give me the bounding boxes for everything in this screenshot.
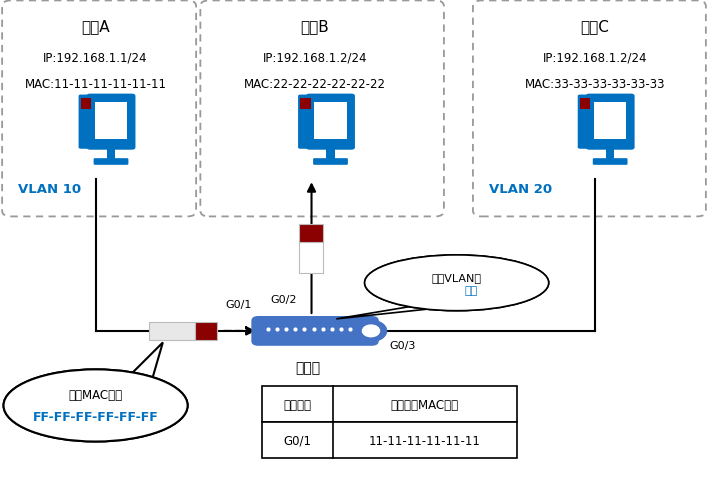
Text: 相同VLAN内: 相同VLAN内 bbox=[432, 273, 481, 282]
Text: MAC:22-22-22-22-22-22: MAC:22-22-22-22-22-22 bbox=[244, 77, 386, 91]
Ellipse shape bbox=[365, 255, 549, 311]
Text: VLAN 20: VLAN 20 bbox=[489, 183, 552, 196]
Text: 交换机: 交换机 bbox=[295, 360, 321, 374]
FancyBboxPatch shape bbox=[594, 103, 627, 140]
Text: 端口编号: 端口编号 bbox=[283, 398, 312, 411]
FancyBboxPatch shape bbox=[95, 103, 127, 140]
FancyBboxPatch shape bbox=[251, 316, 379, 346]
FancyBboxPatch shape bbox=[262, 422, 517, 458]
Ellipse shape bbox=[4, 370, 188, 442]
FancyBboxPatch shape bbox=[313, 159, 348, 166]
Text: MAC:33-33-33-33-33-33: MAC:33-33-33-33-33-33 bbox=[525, 77, 665, 91]
Text: 广播: 广播 bbox=[464, 285, 477, 295]
FancyBboxPatch shape bbox=[299, 224, 323, 242]
FancyBboxPatch shape bbox=[578, 96, 593, 149]
FancyBboxPatch shape bbox=[298, 96, 313, 149]
Text: MAC:11-11-11-11-11-11: MAC:11-11-11-11-11-11 bbox=[25, 77, 166, 91]
Text: 对端设备MAC地址: 对端设备MAC地址 bbox=[391, 398, 459, 411]
Circle shape bbox=[362, 325, 379, 337]
Text: G0/1: G0/1 bbox=[283, 434, 312, 447]
FancyBboxPatch shape bbox=[586, 95, 634, 150]
Text: G0/2: G0/2 bbox=[271, 295, 297, 305]
Polygon shape bbox=[336, 306, 435, 319]
Text: G0/1: G0/1 bbox=[225, 300, 251, 310]
Text: G0/3: G0/3 bbox=[389, 341, 416, 350]
FancyBboxPatch shape bbox=[299, 242, 323, 274]
FancyBboxPatch shape bbox=[593, 159, 627, 166]
FancyBboxPatch shape bbox=[107, 148, 115, 160]
Polygon shape bbox=[131, 343, 163, 379]
Text: 目的MAC地址: 目的MAC地址 bbox=[69, 388, 122, 402]
FancyBboxPatch shape bbox=[86, 95, 135, 150]
Text: 主机B: 主机B bbox=[301, 19, 329, 34]
Ellipse shape bbox=[365, 255, 549, 311]
FancyBboxPatch shape bbox=[300, 99, 311, 110]
Text: FF-FF-FF-FF-FF-FF: FF-FF-FF-FF-FF-FF bbox=[33, 409, 159, 423]
FancyBboxPatch shape bbox=[314, 103, 347, 140]
FancyBboxPatch shape bbox=[81, 99, 91, 110]
Circle shape bbox=[355, 321, 387, 342]
FancyBboxPatch shape bbox=[79, 96, 93, 149]
FancyBboxPatch shape bbox=[262, 386, 517, 422]
FancyBboxPatch shape bbox=[195, 322, 217, 340]
Text: IP:192.168.1.2/24: IP:192.168.1.2/24 bbox=[263, 51, 367, 64]
Text: 主机A: 主机A bbox=[81, 19, 110, 34]
Text: 主机C: 主机C bbox=[581, 19, 609, 34]
Text: IP:192.168.1.1/24: IP:192.168.1.1/24 bbox=[43, 51, 148, 64]
FancyBboxPatch shape bbox=[149, 322, 195, 340]
FancyBboxPatch shape bbox=[326, 148, 335, 160]
FancyBboxPatch shape bbox=[606, 148, 615, 160]
FancyBboxPatch shape bbox=[306, 95, 355, 150]
Text: VLAN 10: VLAN 10 bbox=[18, 183, 81, 196]
Ellipse shape bbox=[4, 370, 188, 442]
Text: IP:192.168.1.2/24: IP:192.168.1.2/24 bbox=[542, 51, 647, 64]
FancyBboxPatch shape bbox=[580, 99, 590, 110]
Text: 11-11-11-11-11-11: 11-11-11-11-11-11 bbox=[369, 434, 481, 447]
FancyBboxPatch shape bbox=[93, 159, 128, 166]
